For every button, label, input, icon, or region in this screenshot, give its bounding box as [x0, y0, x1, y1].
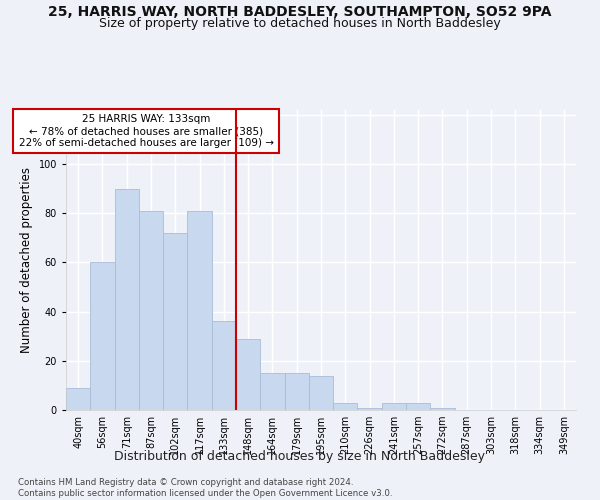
Bar [382, 402, 406, 410]
Bar [163, 233, 187, 410]
Bar [284, 373, 309, 410]
Bar [333, 402, 358, 410]
Bar [187, 211, 212, 410]
Bar [260, 373, 284, 410]
Text: Distribution of detached houses by size in North Baddesley: Distribution of detached houses by size … [115, 450, 485, 463]
Bar [309, 376, 333, 410]
Bar [139, 211, 163, 410]
Bar [90, 262, 115, 410]
Bar [406, 402, 430, 410]
Text: Size of property relative to detached houses in North Baddesley: Size of property relative to detached ho… [99, 18, 501, 30]
Y-axis label: Number of detached properties: Number of detached properties [20, 167, 33, 353]
Bar [115, 188, 139, 410]
Text: 25, HARRIS WAY, NORTH BADDESLEY, SOUTHAMPTON, SO52 9PA: 25, HARRIS WAY, NORTH BADDESLEY, SOUTHAM… [48, 5, 552, 19]
Bar [66, 388, 90, 410]
Bar [430, 408, 455, 410]
Bar [212, 322, 236, 410]
Text: 25 HARRIS WAY: 133sqm
← 78% of detached houses are smaller (385)
22% of semi-det: 25 HARRIS WAY: 133sqm ← 78% of detached … [19, 114, 274, 148]
Bar [236, 338, 260, 410]
Bar [358, 408, 382, 410]
Text: Contains HM Land Registry data © Crown copyright and database right 2024.
Contai: Contains HM Land Registry data © Crown c… [18, 478, 392, 498]
